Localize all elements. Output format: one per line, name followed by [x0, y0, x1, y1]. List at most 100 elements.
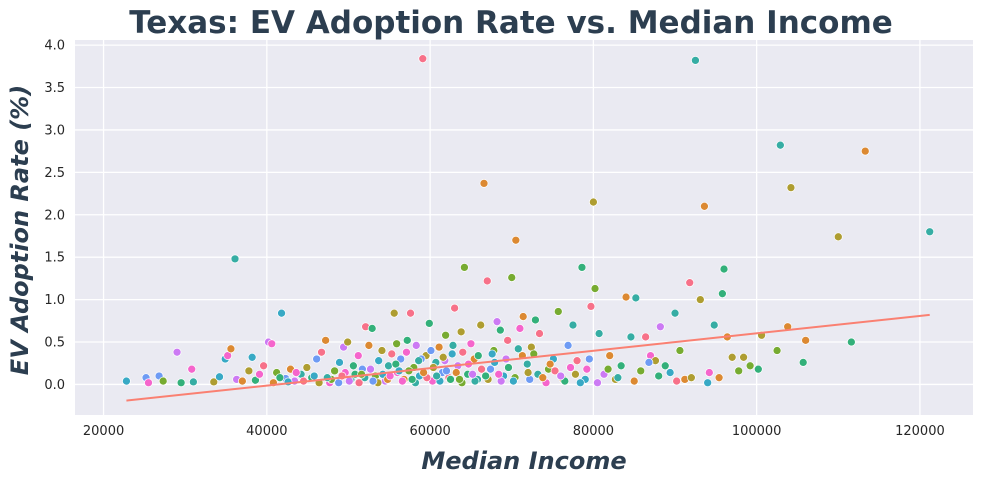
data-point — [424, 319, 434, 328]
x-tick-label: 20000 — [83, 424, 124, 439]
data-point — [603, 364, 613, 374]
data-point — [833, 232, 843, 242]
data-point — [691, 56, 700, 65]
data-point — [507, 273, 517, 282]
x-tick-label: 60000 — [409, 424, 450, 439]
data-point — [714, 373, 724, 383]
data-point — [739, 352, 748, 362]
data-point — [719, 264, 729, 274]
data-point — [309, 371, 319, 381]
data-point — [518, 312, 528, 321]
data-point — [477, 364, 486, 374]
data-point — [687, 373, 696, 383]
data-point — [450, 303, 459, 313]
data-point — [515, 324, 525, 333]
data-point — [330, 366, 339, 376]
data-point — [392, 339, 401, 349]
data-point — [753, 364, 763, 374]
y-tick-label: 1.5 — [44, 251, 65, 266]
x-tick-label: 120000 — [895, 424, 945, 439]
data-point — [238, 376, 247, 386]
data-point — [616, 361, 626, 371]
data-point — [727, 352, 737, 362]
data-point — [572, 356, 582, 366]
data-point — [215, 372, 224, 382]
data-point — [482, 276, 492, 286]
data-point — [406, 308, 415, 318]
data-point — [847, 337, 856, 347]
data-point — [377, 346, 387, 355]
data-point — [158, 376, 168, 386]
data-point — [364, 341, 374, 350]
data-point — [434, 342, 444, 352]
data-point — [460, 263, 469, 272]
data-point — [655, 322, 665, 332]
data-point — [535, 329, 544, 338]
data-point — [672, 376, 682, 386]
data-point — [322, 373, 332, 383]
data-point — [442, 366, 451, 376]
data-point — [259, 361, 268, 371]
data-point — [343, 337, 353, 347]
data-point — [629, 376, 639, 386]
data-point — [621, 292, 631, 302]
data-point — [468, 369, 477, 379]
data-point — [718, 289, 727, 299]
data-point — [704, 368, 714, 377]
x-tick-label: 40000 — [246, 424, 287, 439]
data-point — [775, 140, 785, 150]
tick-labels: 20000 40000 60000 80000 100000 120000 0.0 0.5 1.… — [44, 39, 944, 439]
chart-title: Texas: EV Adoption Rate vs. Median Incom… — [129, 5, 893, 41]
data-point — [275, 373, 285, 383]
data-point — [641, 332, 650, 342]
data-point — [571, 369, 580, 379]
y-tick-label: 3.5 — [44, 81, 65, 96]
data-point — [586, 302, 596, 311]
data-point — [402, 335, 412, 345]
data-point — [522, 359, 532, 369]
data-point — [860, 146, 870, 156]
data-point — [476, 320, 486, 330]
data-point — [486, 364, 495, 374]
data-point — [335, 358, 344, 367]
data-point — [492, 317, 502, 327]
data-point — [291, 368, 301, 377]
data-point — [503, 335, 513, 345]
data-point — [577, 263, 587, 272]
data-point — [267, 339, 277, 349]
data-point — [772, 346, 782, 355]
data-point — [122, 376, 131, 386]
data-point — [523, 368, 533, 377]
data-point — [487, 349, 497, 359]
data-point — [798, 358, 808, 367]
data-point — [685, 278, 695, 287]
x-tick-label: 100000 — [732, 424, 782, 439]
data-point — [660, 361, 670, 371]
data-point — [374, 356, 384, 366]
data-point — [479, 179, 489, 188]
data-point — [925, 227, 935, 237]
data-point — [447, 349, 457, 359]
y-axis-label: EV Adoption Rate (%) — [6, 85, 34, 375]
data-point — [407, 375, 417, 384]
data-point — [458, 347, 468, 357]
y-tick-label: 0.0 — [44, 378, 65, 393]
y-tick-label: 4.0 — [44, 39, 65, 54]
x-axis-label: Median Income — [421, 447, 626, 475]
data-point — [302, 363, 312, 372]
data-point — [473, 351, 483, 360]
data-point — [353, 351, 363, 360]
data-point — [654, 371, 664, 381]
data-point — [594, 329, 604, 338]
y-tick-label: 2.0 — [44, 208, 65, 223]
data-point — [670, 308, 680, 318]
data-point — [675, 346, 685, 355]
data-point — [613, 373, 623, 383]
data-point — [432, 371, 441, 381]
grid-lines — [75, 40, 973, 415]
data-point — [734, 366, 744, 376]
data-point — [636, 366, 646, 376]
y-tick-label: 2.5 — [44, 166, 65, 181]
data-point — [317, 347, 326, 357]
